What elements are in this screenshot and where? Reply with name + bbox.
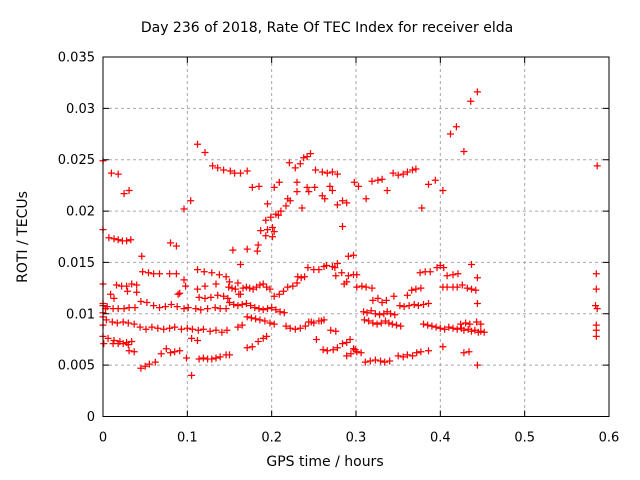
y-tick-label: 0.035: [58, 51, 95, 66]
x-tick-label: 0.4: [430, 431, 451, 446]
x-axis-label: GPS time / hours: [266, 454, 383, 470]
y-tick-label: 0.03: [66, 102, 95, 117]
x-tick-label: 0.3: [346, 431, 367, 446]
gridlines: [103, 57, 609, 417]
scatter-points-roti: [99, 88, 601, 379]
x-tick-label: 0.2: [261, 431, 282, 446]
y-axis-label: ROTI / TECUs: [15, 191, 31, 283]
x-tick-label: 0: [99, 431, 107, 446]
tick-label-layer: 0 0.1 0.2 0.3 0.4 0.5 0.6 0 0.005 0.01 0.015 0.02 0.…: [58, 51, 620, 446]
axis-ticks: [102, 56, 610, 417]
x-tick-label: 0.6: [599, 431, 620, 446]
y-tick-label: 0.025: [58, 153, 95, 168]
plot-frame: [102, 56, 610, 417]
grid-layer: [103, 57, 609, 417]
data-points-layer: [99, 88, 601, 379]
y-tick-label: 0: [87, 410, 95, 425]
x-tick-label: 0.5: [514, 431, 535, 446]
y-tick-label: 0.005: [58, 359, 95, 374]
y-tick-label: 0.015: [58, 256, 95, 271]
chart-title: Day 236 of 2018, Rate Of TEC Index for r…: [141, 20, 513, 36]
y-tick-label: 0.02: [66, 205, 95, 220]
x-tick-label: 0.1: [177, 431, 198, 446]
axes-frame-layer: [102, 56, 610, 417]
y-tick-label: 0.01: [66, 307, 95, 322]
